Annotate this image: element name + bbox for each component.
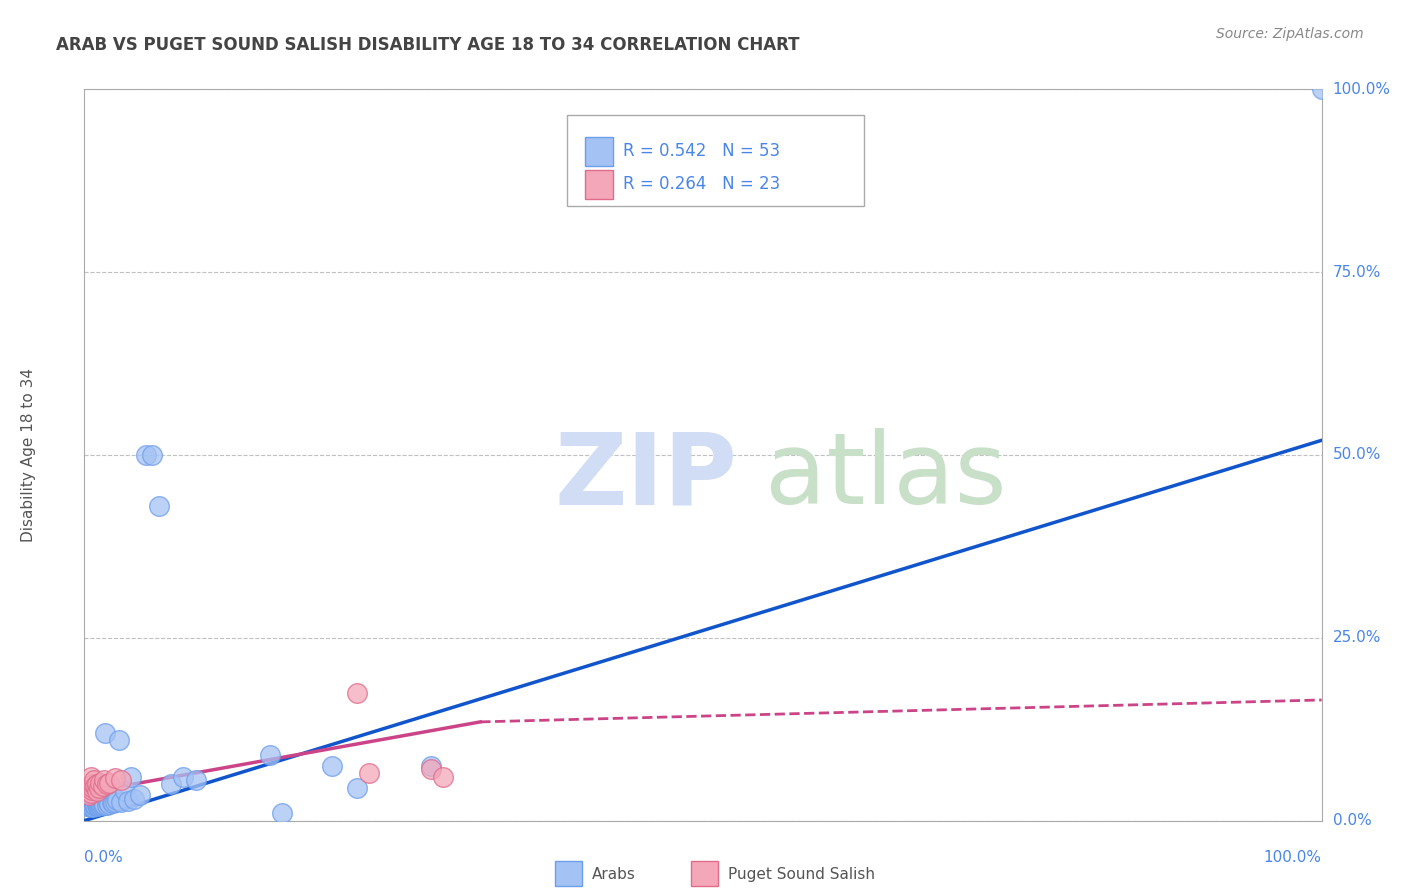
FancyBboxPatch shape [690,861,718,887]
Point [89,796,111,810]
Text: 25.0%: 25.0% [1333,631,1381,645]
Point [86,797,108,811]
Point [101,796,124,810]
Point [80,799,103,814]
Text: 0.0%: 0.0% [84,850,124,865]
Point [172,770,194,784]
Text: 75.0%: 75.0% [1333,265,1381,279]
Point [77,784,100,798]
Point [91,779,114,793]
Point [108,733,131,747]
Point [91,796,114,810]
Point [135,448,157,462]
Text: 50.0%: 50.0% [1333,448,1381,462]
FancyBboxPatch shape [585,169,613,199]
Point [419,763,441,777]
FancyBboxPatch shape [567,115,863,206]
Text: 100.0%: 100.0% [1333,82,1391,96]
Point [129,788,152,802]
Point [117,794,139,808]
Point [271,806,294,821]
Point [86,777,108,791]
Point [84,799,107,814]
Point [83,796,105,810]
Point [86,798,108,813]
Point [114,784,136,798]
Point [89,797,111,811]
Point [80,797,103,811]
Point [82,777,104,791]
Point [419,758,441,772]
Point [321,758,343,772]
Point [93,773,115,788]
Point [98,775,121,789]
Point [120,770,142,784]
Point [87,799,110,814]
Point [84,779,107,793]
Text: atlas: atlas [765,428,1007,525]
Point [86,784,108,798]
Point [89,798,111,813]
Point [94,726,117,740]
Text: ARAB VS PUGET SOUND SALISH DISABILITY AGE 18 TO 34 CORRELATION CHART: ARAB VS PUGET SOUND SALISH DISABILITY AG… [56,36,800,54]
Point [89,775,111,789]
Point [76,799,98,814]
Point [79,799,101,814]
Text: Source: ZipAtlas.com: Source: ZipAtlas.com [1216,27,1364,41]
Point [259,747,281,762]
Point [79,796,101,810]
Point [148,499,170,513]
Point [79,788,101,802]
Point [122,791,145,805]
Point [100,796,122,810]
Point [79,786,101,800]
Point [105,793,128,807]
Point [80,783,103,797]
Point [357,766,380,780]
Point [98,797,121,811]
Point [82,799,104,814]
Point [96,777,118,791]
Point [346,686,368,700]
Point [83,773,105,788]
Text: Arabs: Arabs [592,866,636,881]
Text: 0.0%: 0.0% [1333,814,1371,828]
Point [141,448,163,462]
Point [432,770,454,784]
Point [346,780,368,795]
Point [83,797,105,812]
Point [104,771,127,785]
Point [79,770,101,784]
Point [110,773,132,788]
Point [96,797,118,812]
Text: Disability Age 18 to 34: Disability Age 18 to 34 [21,368,37,542]
FancyBboxPatch shape [585,136,613,166]
Point [82,798,104,813]
Point [87,797,110,812]
Point [1310,82,1333,96]
Point [110,796,132,810]
Point [93,797,115,812]
Point [77,797,100,812]
Point [91,797,114,811]
Text: ZIP: ZIP [554,428,737,525]
Text: 100.0%: 100.0% [1264,850,1322,865]
Text: R = 0.542   N = 53: R = 0.542 N = 53 [623,143,780,161]
Text: R = 0.264   N = 23: R = 0.264 N = 23 [623,176,780,194]
Point [82,780,104,795]
Point [79,797,101,812]
Point [160,777,183,791]
FancyBboxPatch shape [554,861,582,887]
Point [97,796,120,810]
Text: Puget Sound Salish: Puget Sound Salish [728,866,875,881]
Point [89,797,111,812]
Point [84,797,107,812]
Point [89,780,111,795]
Point [104,795,127,809]
Point [184,773,207,788]
Point [90,798,112,813]
Point [79,800,101,814]
